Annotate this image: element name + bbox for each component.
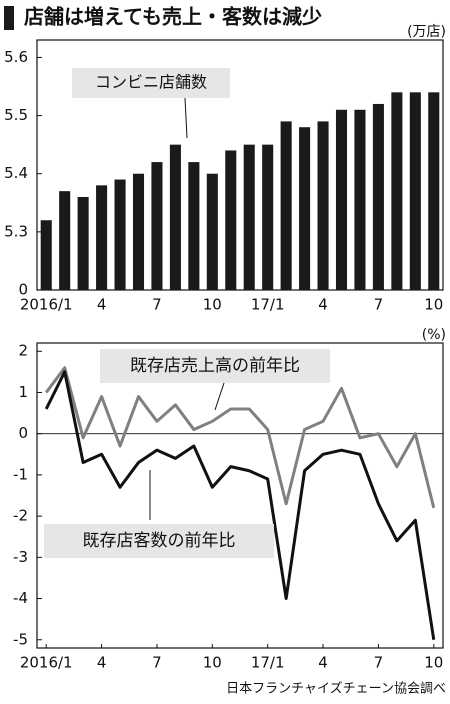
title-marker [4,6,14,30]
bar [317,121,329,290]
legend-leader [214,379,226,411]
bar [151,162,163,290]
legend-box [44,524,274,558]
x-tick-label: 2016/1 [20,654,73,672]
bar [262,144,274,290]
bar [243,144,255,290]
x-tick-label: 4 [97,296,107,314]
plot-frame [36,342,444,649]
x-tick-label: 17/1 [251,296,285,314]
bar [335,109,348,290]
x-tick-label: 7 [152,296,162,314]
x-tick-label: 4 [318,296,328,314]
bar [280,121,292,290]
y-tick-label: -5 [13,630,28,648]
y-tick-label: 5.6 [4,48,28,66]
y-tick-label: 5.5 [4,106,28,124]
bar [96,185,108,290]
legend-label: 既存店客数の前年比 [83,531,236,551]
source: 日本フランチャイズチェーン協会調べ [226,681,446,697]
x-tick-label: 10 [424,654,443,672]
title: 店舗は増えても売上・客数は減少 [24,5,322,29]
bar [188,162,200,290]
series-line [45,366,436,509]
y-tick-label: 0 [18,281,28,299]
unit-label: (万店) [407,24,446,40]
bar [206,173,218,290]
x-tick-label: 10 [203,654,222,672]
annotation: コンビニ店舗数 [95,73,207,92]
bar [354,109,366,290]
bar [40,220,52,290]
y-tick-label: -3 [13,548,28,566]
series-line [44,370,436,640]
bar [225,150,237,290]
x-tick-label: 10 [424,296,443,314]
legend-label: 既存店売上高の前年比 [130,356,300,376]
y-tick-label: 1 [18,383,28,401]
x-tick-label: 4 [97,654,107,672]
x-tick-label: 4 [318,654,328,672]
x-tick-label: 2016/1 [20,296,73,314]
y-tick-label: 5.3 [4,222,28,240]
plot-frame [36,39,444,291]
bar [428,92,440,290]
annotation-leader [184,97,188,139]
y-tick-label: 0 [18,424,28,442]
x-tick-label: 7 [374,296,384,314]
x-tick-label: 7 [152,654,162,672]
bar [132,173,145,290]
y-tick-label: -1 [13,465,28,483]
y-tick-label: -2 [13,507,28,525]
y-tick-label: -4 [13,589,28,607]
annotation-box [72,68,230,98]
legend-box [100,349,330,383]
bar [114,179,126,290]
x-tick-label: 7 [374,654,384,672]
y-tick-label: 2 [18,342,28,360]
x-tick-label: 10 [203,296,222,314]
x-tick-label: 17/1 [251,654,285,672]
y-tick-label: 5.4 [4,164,28,182]
bar [409,92,421,290]
bar [372,103,384,290]
bar [169,144,181,290]
bar [59,191,71,290]
bar [299,127,311,290]
bar [77,196,89,290]
unit-label: (%) [422,327,446,343]
bar [391,92,403,290]
